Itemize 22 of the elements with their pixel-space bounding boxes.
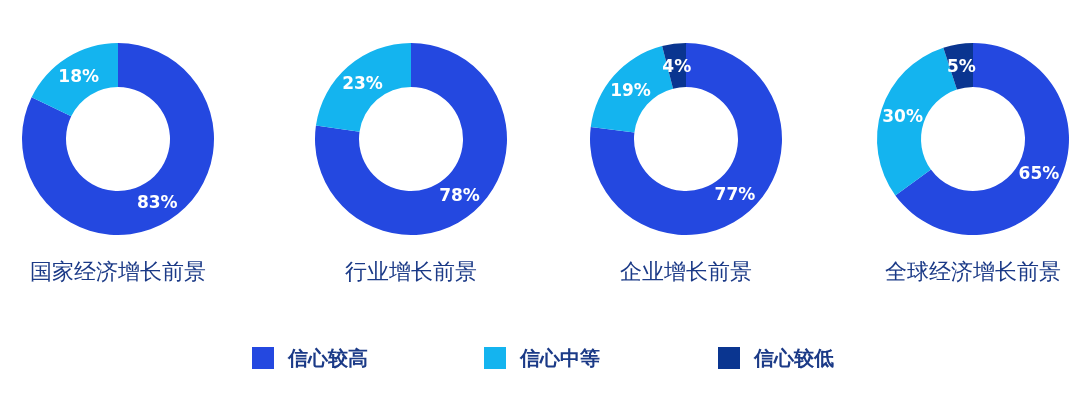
data-label: 4% [662, 55, 692, 76]
legend-label: 信心中等 [519, 346, 600, 370]
data-label: 65% [1018, 162, 1060, 183]
data-label: 18% [58, 66, 100, 87]
donut-slice [315, 43, 411, 132]
text: 国家经济增长前景 [30, 259, 206, 284]
data-label: 78% [439, 184, 480, 205]
text: 企业增长前景 [620, 259, 752, 284]
donut-slice [22, 43, 214, 235]
data-label: 83% [136, 191, 178, 212]
data-label: 23% [342, 73, 383, 94]
data-label: 19% [610, 80, 651, 101]
donut-slice [315, 43, 507, 235]
legend-label: 信心较高 [287, 346, 368, 370]
legend-label: 信心较低 [753, 346, 834, 370]
data-label: 5% [946, 55, 976, 76]
data-label: 30% [882, 106, 923, 127]
data-label: 77% [714, 184, 756, 205]
donut-slice [31, 43, 118, 117]
text: 全球经济增长前景 [885, 259, 1061, 284]
text: 行业增长前景 [345, 259, 477, 284]
donut-slice [590, 43, 782, 235]
